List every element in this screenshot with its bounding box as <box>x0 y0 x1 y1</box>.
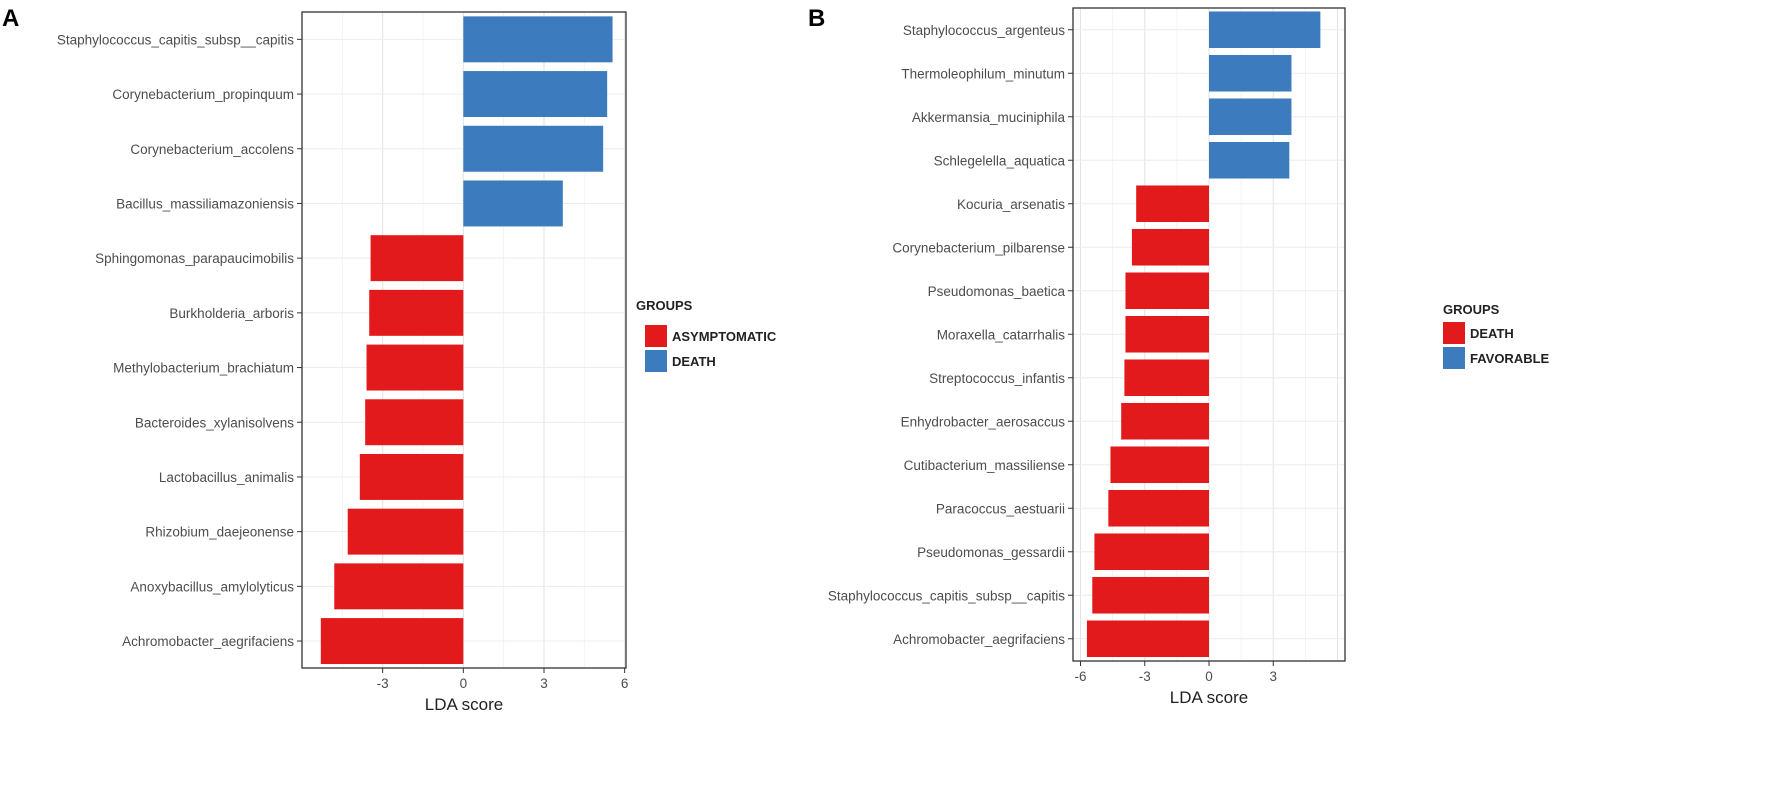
panel-b-bar-achromobacter-aegrifaciens <box>1086 620 1209 658</box>
panel-b-legend-label-favorable: FAVORABLE <box>1470 351 1550 366</box>
panel-a-bar-bacillus-massiliamazoniensis <box>463 180 563 227</box>
panel-b-category-label-achromobacter-aegrifaciens: Achromobacter_aegrifaciens <box>893 632 1065 647</box>
panel-b-category-label-thermoleophilum-minutum: Thermoleophilum_minutum <box>901 66 1065 81</box>
panel-b-legend-title: GROUPS <box>1443 302 1500 317</box>
panel-a-x-axis-label: LDA score <box>425 695 503 714</box>
panel-b-bar-schlegelella-aquatica <box>1209 141 1290 179</box>
panel-b-bar-moraxella-catarrhalis <box>1125 315 1209 353</box>
panel-a: A Staphylococcus_capitis_subsp__capitis C… <box>2 5 777 714</box>
panel-a-bar-burkholderia-arboris <box>369 289 464 336</box>
panel-a-legend-label-asymptomatic: ASYMPTOMATIC <box>672 329 777 344</box>
panel-a-x-tick-label: -3 <box>377 676 389 691</box>
panel-a-legend-swatch-asymptomatic <box>645 325 667 347</box>
panel-a-legend-label-death: DEATH <box>672 354 716 369</box>
panel-a-bar-lactobacillus-animalis <box>359 453 464 500</box>
panel-a-x-tick-label: 6 <box>621 676 629 691</box>
panel-b-tag: B <box>808 5 825 32</box>
panel-b-category-label-staphylococcus-capitis-subsp-capitis: Staphylococcus_capitis_subsp__capitis <box>828 588 1065 603</box>
panel-b-bar-cutibacterium-massiliense <box>1110 446 1209 484</box>
panel-b-bar-corynebacterium-pilbarense <box>1131 228 1209 266</box>
panel-a-category-label-anoxybacillus-amylolyticus: Anoxybacillus_amylolyticus <box>130 579 294 594</box>
panel-b-category-label-schlegelella-aquatica: Schlegelella_aquatica <box>934 153 1066 168</box>
panel-a-category-label-bacillus-massiliamazoniensis: Bacillus_massiliamazoniensis <box>116 196 294 211</box>
panel-b-category-label-enhydrobacter-aerosaccus: Enhydrobacter_aerosaccus <box>901 414 1066 429</box>
panel-b-legend-swatch-death <box>1443 322 1465 344</box>
panel-a-category-label-rhizobium-daejeonense: Rhizobium_daejeonense <box>145 525 294 540</box>
panel-a-bar-methylobacterium-brachiatum <box>366 344 464 391</box>
panel-a-bar-corynebacterium-accolens <box>463 125 604 172</box>
panel-b-bar-paracoccus-aestuarii <box>1108 489 1209 527</box>
panel-b-category-label-akkermansia-muciniphila: Akkermansia_muciniphila <box>912 110 1066 125</box>
panel-b: B Staphylococcus_argenteus Thermoleophilu… <box>808 5 1550 707</box>
panel-a-category-label-corynebacterium-propinquum: Corynebacterium_propinquum <box>112 87 294 102</box>
panel-a-bar-bacteroides-xylanisolvens <box>365 399 464 446</box>
panel-a-legend-title: GROUPS <box>636 298 693 313</box>
panel-a-bar-achromobacter-aegrifaciens <box>320 618 464 665</box>
panel-b-category-label-staphylococcus-argenteus: Staphylococcus_argenteus <box>903 23 1065 38</box>
panel-a-bar-staphylococcus-capitis-subsp-capitis <box>463 16 613 63</box>
panel-b-category-label-streptococcus-infantis: Streptococcus_infantis <box>929 371 1065 386</box>
panel-a-plot-background <box>302 12 626 668</box>
panel-b-category-label-pseudomonas-baetica: Pseudomonas_baetica <box>928 284 1066 299</box>
panel-b-legend-swatch-favorable <box>1443 347 1465 369</box>
panel-b-bars <box>1086 11 1321 658</box>
panel-b-bar-pseudomonas-gessardii <box>1094 533 1209 571</box>
panel-b-x-axis-label: LDA score <box>1170 688 1248 707</box>
panel-a-category-label-achromobacter-aegrifaciens: Achromobacter_aegrifaciens <box>122 634 294 649</box>
panel-b-category-label-pseudomonas-gessardii: Pseudomonas_gessardii <box>917 545 1065 560</box>
panel-b-category-label-paracoccus-aestuarii: Paracoccus_aestuarii <box>936 501 1065 516</box>
panel-a-x-ticks: -3 0 3 6 <box>377 668 629 691</box>
panel-a-x-tick-label: 3 <box>540 676 548 691</box>
panel-a-bar-rhizobium-daejeonense <box>347 508 464 555</box>
panel-b-bar-akkermansia-muciniphila <box>1209 98 1292 136</box>
panel-b-bar-kocuria-arsenatis <box>1136 185 1209 223</box>
panel-a-bar-corynebacterium-propinquum <box>463 71 608 118</box>
panel-b-category-label-cutibacterium-massiliense: Cutibacterium_massiliense <box>904 458 1065 473</box>
panel-b-category-label-moraxella-catarrhalis: Moraxella_catarrhalis <box>937 327 1066 342</box>
panel-a-category-label-bacteroides-xylanisolvens: Bacteroides_xylanisolvens <box>135 415 294 430</box>
panel-a-category-label-sphingomonas-parapaucimobilis: Sphingomonas_parapaucimobilis <box>95 251 294 266</box>
panel-a-bar-anoxybacillus-amylolyticus <box>334 563 464 610</box>
panel-b-category-labels: Staphylococcus_argenteus Thermoleophilum_… <box>828 23 1073 647</box>
panel-b-bar-enhydrobacter-aerosaccus <box>1121 402 1209 440</box>
panel-b-legend: GROUPS DEATH FAVORABLE <box>1443 302 1550 369</box>
panel-a-tag: A <box>2 5 19 32</box>
panel-a-bars <box>320 16 613 665</box>
panel-a-legend-swatch-death <box>645 350 667 372</box>
panel-b-bar-streptococcus-infantis <box>1124 359 1209 397</box>
panel-a-x-tick-label: 0 <box>460 676 468 691</box>
panel-b-bar-pseudomonas-baetica <box>1125 272 1209 310</box>
panel-b-x-tick-label: 3 <box>1269 669 1277 684</box>
panel-b-bar-staphylococcus-capitis-subsp-capitis <box>1092 576 1209 614</box>
panel-a-category-label-corynebacterium-accolens: Corynebacterium_accolens <box>130 142 294 157</box>
panel-b-bar-thermoleophilum-minutum <box>1209 54 1292 92</box>
panel-b-x-tick-label: -6 <box>1074 669 1086 684</box>
panel-b-category-label-corynebacterium-pilbarense: Corynebacterium_pilbarense <box>892 240 1065 255</box>
panel-a-category-label-lactobacillus-animalis: Lactobacillus_animalis <box>159 470 294 485</box>
panel-a-plot-frame <box>301 11 627 669</box>
panel-b-x-tick-label: 0 <box>1205 669 1213 684</box>
panel-b-x-ticks: -6 -3 0 3 <box>1074 661 1277 684</box>
panel-b-legend-label-death: DEATH <box>1470 326 1514 341</box>
panel-a-category-label-burkholderia-arboris: Burkholderia_arboris <box>169 306 294 321</box>
panel-a-bar-sphingomonas-parapaucimobilis <box>370 235 464 282</box>
panel-a-category-label-staphylococcus-capitis-subsp-capitis: Staphylococcus_capitis_subsp__capitis <box>57 32 294 47</box>
panel-b-category-label-kocuria-arsenatis: Kocuria_arsenatis <box>957 197 1065 212</box>
panel-b-x-tick-label: -3 <box>1139 669 1151 684</box>
panel-b-bar-staphylococcus-argenteus <box>1209 11 1321 49</box>
panel-a-category-label-methylobacterium-brachiatum: Methylobacterium_brachiatum <box>113 361 294 376</box>
panel-a-category-labels: Staphylococcus_capitis_subsp__capitis Cor… <box>57 32 302 649</box>
panel-a-legend: GROUPS ASYMPTOMATIC DEATH <box>636 298 777 372</box>
